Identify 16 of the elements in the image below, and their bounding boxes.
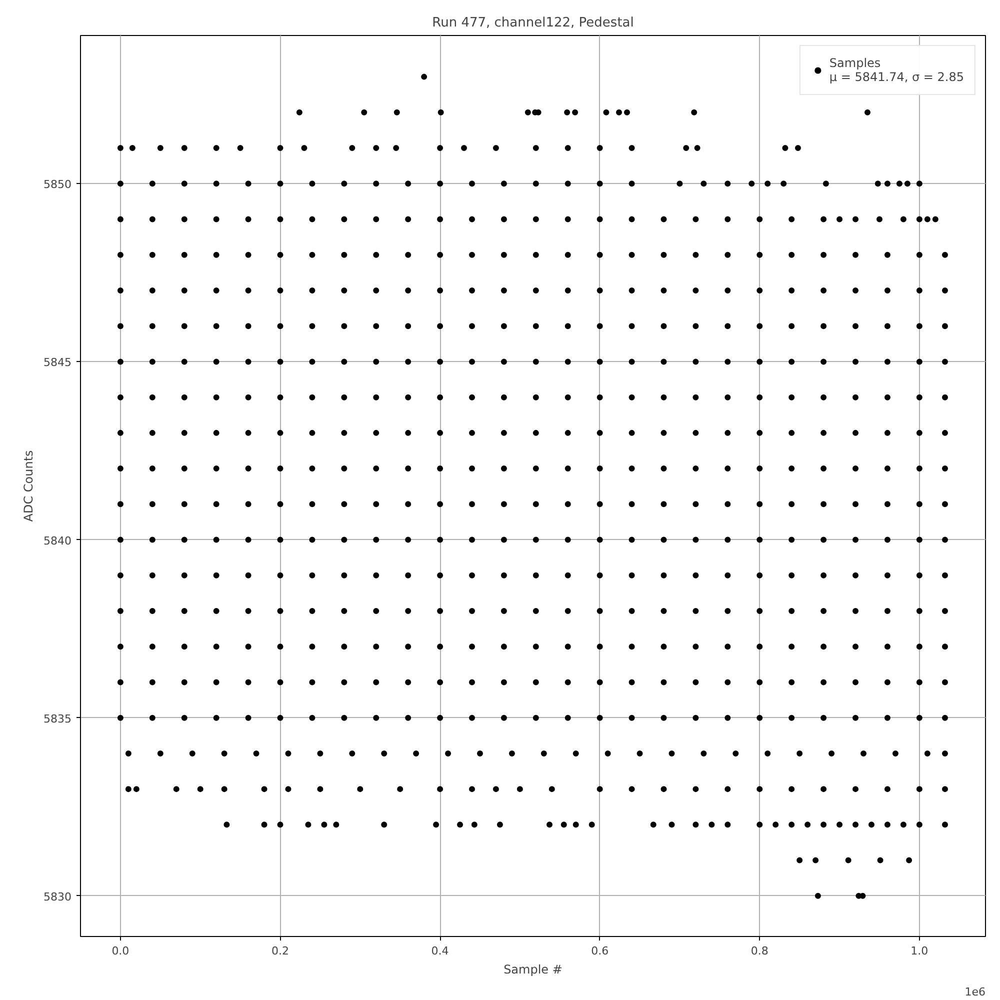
x-tick-label: 0.4 — [431, 944, 449, 958]
x-tick-label: 0.6 — [591, 944, 609, 958]
y-axis-title: ADC Counts — [22, 450, 36, 522]
text: 1e6 — [964, 986, 986, 998]
y-tick-label: 5845 — [44, 356, 72, 370]
chart-title: Run 477, channel122, Pedestal — [432, 16, 634, 30]
y-tick-label: 5835 — [44, 712, 72, 726]
y-tick-label: 5830 — [44, 890, 72, 904]
x-tick-label: 0.0 — [112, 944, 130, 958]
x-tick-label: 0.8 — [750, 944, 768, 958]
x-axis-title: Sample # — [504, 962, 562, 976]
y-tick-label: 5840 — [44, 534, 72, 548]
y-tick-label: 5850 — [44, 178, 72, 192]
legend-label: Samples μ = 5841.74, σ = 2.85 — [829, 56, 964, 84]
x-tick-label: 1.0 — [910, 944, 928, 958]
x-tick-label: 0.2 — [271, 944, 289, 958]
